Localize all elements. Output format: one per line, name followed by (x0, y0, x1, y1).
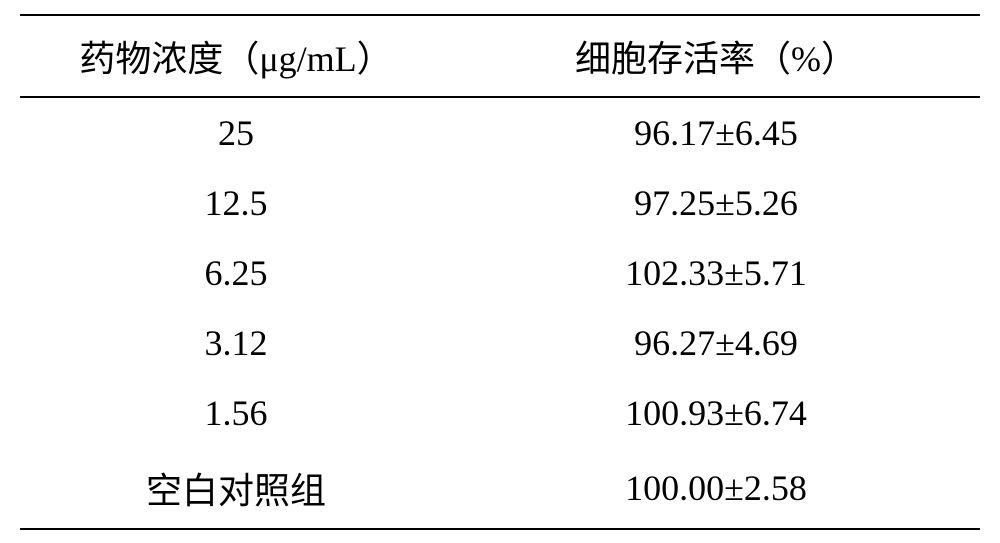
header-viability: 细胞存活率（%） (452, 15, 980, 97)
table-row: 空白对照组 100.00±2.58 (20, 448, 980, 529)
cell-concentration: 12.5 (20, 168, 452, 238)
cell-viability: 100.00±2.58 (452, 448, 980, 529)
header-concentration: 药物浓度（μg/mL） (20, 15, 452, 97)
cell-viability: 100.93±6.74 (452, 378, 980, 448)
cell-concentration: 空白对照组 (20, 448, 452, 529)
cell-concentration: 3.12 (20, 308, 452, 378)
cell-concentration: 6.25 (20, 238, 452, 308)
table-row: 1.56 100.93±6.74 (20, 378, 980, 448)
cell-concentration: 25 (20, 97, 452, 168)
table-row: 12.5 97.25±5.26 (20, 168, 980, 238)
data-table: 药物浓度（μg/mL） 细胞存活率（%） 25 96.17±6.45 12.5 … (20, 14, 980, 530)
data-table-container: 药物浓度（μg/mL） 细胞存活率（%） 25 96.17±6.45 12.5 … (20, 14, 980, 530)
cell-viability: 97.25±5.26 (452, 168, 980, 238)
cell-viability: 96.27±4.69 (452, 308, 980, 378)
cell-viability: 96.17±6.45 (452, 97, 980, 168)
table-row: 25 96.17±6.45 (20, 97, 980, 168)
table-row: 3.12 96.27±4.69 (20, 308, 980, 378)
table-row: 6.25 102.33±5.71 (20, 238, 980, 308)
cell-concentration: 1.56 (20, 378, 452, 448)
cell-viability: 102.33±5.71 (452, 238, 980, 308)
table-header-row: 药物浓度（μg/mL） 细胞存活率（%） (20, 15, 980, 97)
